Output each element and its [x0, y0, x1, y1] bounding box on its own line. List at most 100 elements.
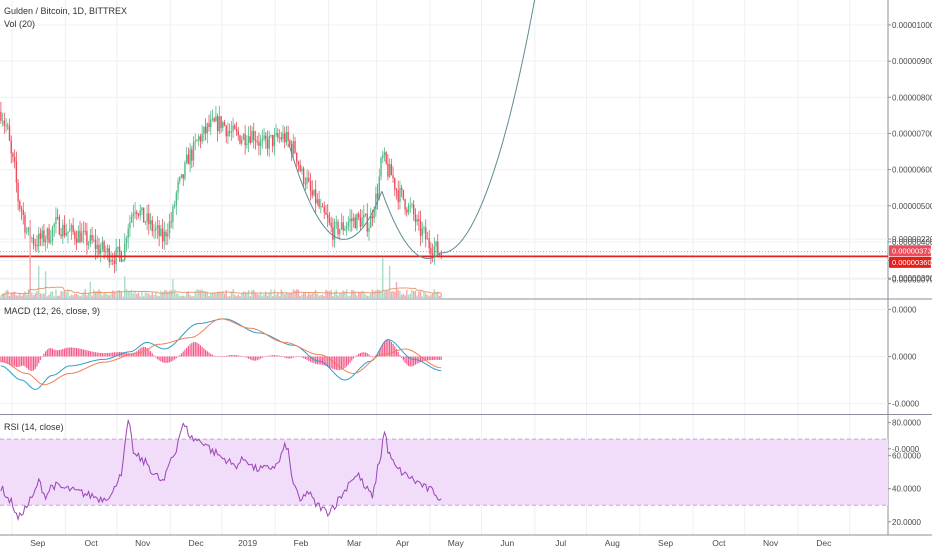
candle-body — [333, 222, 336, 240]
volume-bar — [254, 293, 257, 298]
macd-pane[interactable] — [0, 318, 442, 390]
volume-bar — [208, 295, 210, 298]
volume-bar — [421, 296, 423, 298]
macd-histogram-bar — [161, 356, 164, 363]
volume-bar — [96, 290, 98, 298]
candle-body — [414, 214, 417, 222]
candle-body — [265, 135, 267, 140]
candle-body — [433, 246, 436, 255]
volume-bar — [203, 290, 205, 298]
macd-histogram-bar — [253, 356, 255, 361]
candle-body — [280, 137, 282, 140]
macd-histogram-bar — [428, 356, 430, 361]
volume-bar — [136, 293, 138, 298]
volume-bar — [361, 290, 363, 298]
candle-body — [136, 212, 138, 214]
volume-bar — [302, 292, 305, 298]
rsi-label[interactable]: RSI (14, close) — [4, 422, 64, 432]
volume-bar — [285, 291, 288, 298]
candle-body — [328, 217, 331, 223]
candle-body — [419, 220, 422, 236]
candle-body — [385, 152, 387, 164]
volume-bar — [1, 293, 4, 298]
candle-body — [86, 230, 88, 246]
macd-histogram-bar — [251, 356, 253, 361]
macd-histogram-bar — [175, 356, 177, 359]
volume-bar — [149, 295, 152, 298]
volume-bar — [77, 294, 79, 298]
candle-body — [421, 228, 423, 236]
volume-bar — [79, 296, 81, 298]
candle-body — [376, 193, 379, 199]
candle-body — [304, 183, 307, 185]
macd-histogram-bar — [292, 356, 294, 358]
candle-body — [314, 189, 317, 204]
macd-histogram-bar — [225, 355, 227, 357]
macd-histogram-bar — [131, 353, 133, 357]
volume-bar — [24, 291, 26, 298]
time-tick-label: Apr — [396, 538, 409, 548]
macd-histogram-bar — [402, 356, 404, 361]
volume-bar — [173, 289, 176, 298]
price-scale[interactable]: 0.00001000 0.00000900 0.00000800 0.00000700… — [888, 21, 932, 527]
volume-bar — [368, 295, 370, 298]
candle-body — [330, 222, 332, 228]
rsi-pane[interactable] — [0, 418, 888, 522]
macd-histogram-bar — [199, 345, 202, 357]
macd-histogram-bar — [31, 356, 33, 372]
chart-title[interactable]: Gulden / Bitcoin, 1D, BITTREX — [4, 6, 127, 16]
volume-bar — [46, 296, 49, 298]
macd-histogram-bar — [290, 356, 293, 359]
volume-bar — [5, 290, 7, 298]
volume-bar — [32, 295, 35, 298]
macd-histogram-bar — [41, 356, 43, 358]
candle-body — [268, 135, 270, 149]
candle-body — [215, 116, 217, 122]
candle-body — [357, 214, 360, 218]
candle-body — [256, 140, 258, 143]
macd-histogram-bar — [249, 356, 251, 360]
macd-histogram-bar — [297, 356, 300, 358]
candle-body — [392, 175, 394, 179]
candle-body — [371, 216, 374, 219]
candle-body — [39, 233, 42, 239]
macd-histogram-bar — [210, 353, 212, 357]
macd-histogram-bar — [432, 356, 434, 360]
macd-histogram-bar — [82, 349, 85, 357]
macd-histogram-bar — [347, 356, 349, 365]
volume-bar — [251, 290, 253, 298]
candle-body — [20, 208, 23, 211]
candle-body — [60, 234, 62, 237]
volume-bar — [316, 293, 319, 298]
volume-label[interactable]: Vol (20) — [4, 19, 35, 29]
macd-histogram-bar — [229, 355, 231, 357]
macd-label[interactable]: MACD (12, 26, close, 9) — [4, 306, 100, 316]
macd-histogram-bar — [88, 350, 90, 357]
volume-bar — [241, 293, 243, 298]
macd-histogram-bar — [22, 356, 24, 366]
candle-body — [297, 161, 300, 165]
volume-bar — [253, 289, 255, 298]
volume-pane[interactable] — [0, 223, 442, 298]
macd-histogram-bar — [75, 348, 78, 357]
volume-bar — [218, 291, 221, 298]
candle-body — [435, 241, 437, 247]
volume-bar — [82, 292, 85, 298]
candle-body — [380, 157, 382, 177]
candle-body — [375, 193, 377, 210]
time-scale[interactable]: Sep Oct Nov Dec 2019 Feb Mar Apr May Jun Jul Aug Sep… — [30, 538, 832, 548]
candle-body — [241, 139, 243, 144]
volume-bar — [222, 290, 224, 298]
price-pane[interactable] — [0, 0, 888, 274]
volume-bar — [17, 295, 19, 298]
candle-body — [440, 253, 442, 256]
candle-body — [84, 230, 86, 232]
macd-histogram-bar — [258, 356, 260, 360]
volume-bar — [20, 296, 23, 298]
volume-bar — [72, 295, 74, 298]
macd-histogram-bar — [361, 352, 363, 357]
macd-histogram-bar — [344, 356, 346, 368]
candle-body — [19, 201, 21, 209]
candle-body — [220, 116, 222, 129]
